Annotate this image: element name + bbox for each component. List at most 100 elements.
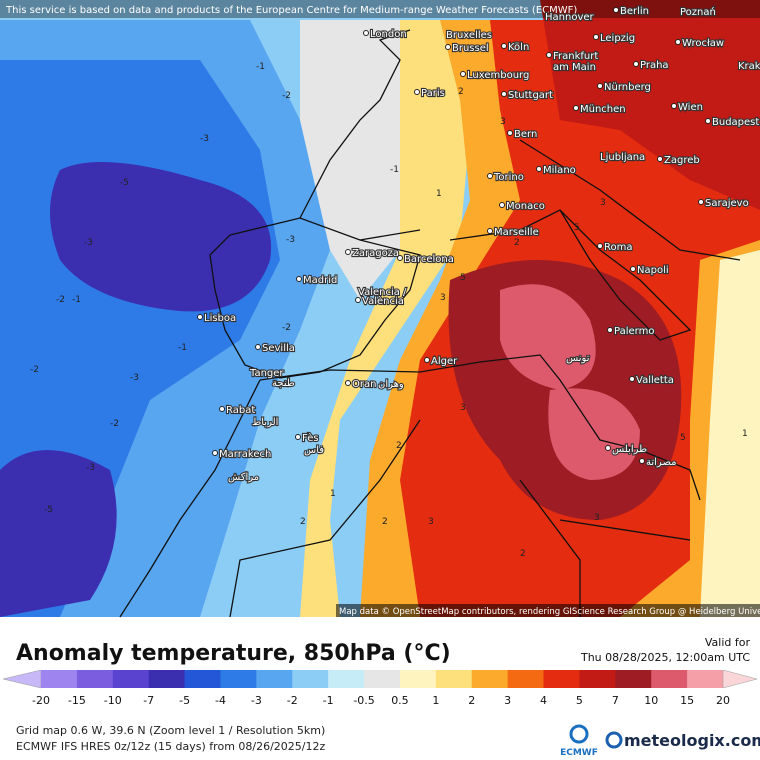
colorbar-high <box>722 669 758 689</box>
colorbar-bin <box>471 670 509 688</box>
contour-label: -5 <box>120 178 129 188</box>
contour-label: -5 <box>44 505 53 515</box>
city-label: Torino <box>493 172 524 183</box>
city-dot <box>424 357 430 363</box>
city-label: Krak <box>738 61 760 72</box>
contour-label: -3 <box>86 463 95 473</box>
city-label: Roma <box>604 242 633 253</box>
city-label: Bern <box>514 129 537 140</box>
city-label: Monaco <box>506 201 545 212</box>
field <box>548 388 640 480</box>
city-dot <box>597 243 603 249</box>
colorbar-tick-label: -1 <box>323 694 334 707</box>
city-dot <box>607 327 613 333</box>
city-label: وهران <box>378 379 404 390</box>
colorbar-tick-label: -2 <box>287 694 298 707</box>
colorbar-tick-label: 5 <box>576 694 583 707</box>
city-dot <box>212 450 218 456</box>
contour-label: -2 <box>30 365 39 375</box>
city-label: Napoli <box>637 265 669 276</box>
city-dot <box>219 406 225 412</box>
field <box>300 20 420 300</box>
contour-label: 2 <box>396 441 402 451</box>
contour-label: 3 <box>428 517 434 527</box>
colorbar-tick-label: 7 <box>612 694 619 707</box>
colorbar-bin <box>292 670 329 688</box>
city-labels: London Hannover Berlin Poznań Bruxelles Bruss… <box>197 5 760 484</box>
city-dot <box>657 156 663 162</box>
contour-label: -2 <box>110 419 119 429</box>
city-label: London <box>370 29 407 40</box>
contour-label: 1 <box>330 489 336 499</box>
contour-label: -2 <box>56 295 65 305</box>
colorbar-tick-label: -10 <box>104 694 122 707</box>
colorbar-bin <box>328 670 365 688</box>
contour-label: 2 <box>458 87 464 97</box>
city-label: Wrocław <box>682 38 724 49</box>
contour-label: 2 <box>300 517 306 527</box>
colorbar-bin <box>220 670 257 688</box>
colorbar-bin <box>148 670 186 688</box>
coastline <box>299 29 411 219</box>
city-label: Zaragoza <box>352 248 399 259</box>
city-dot <box>501 43 507 49</box>
city-label: مراكش <box>228 472 259 483</box>
coastline <box>209 217 421 379</box>
colorbar-tick-label: 10 <box>644 694 658 707</box>
colorbar-tick-label: 3 <box>504 694 511 707</box>
city-dot <box>197 314 203 320</box>
city-label: Rabat <box>226 405 255 416</box>
city-label: Barcelona <box>404 254 454 265</box>
brand[interactable]: meteologix.com <box>624 731 760 750</box>
city-label: Oran <box>352 379 376 390</box>
city-dot <box>397 255 403 261</box>
contour-label: 2 <box>514 238 520 248</box>
city-dot <box>639 458 645 464</box>
city-dot <box>295 434 301 440</box>
contour-label: 3 <box>500 117 506 127</box>
colorbar-bin <box>364 670 401 688</box>
colorbar-tick-label: 4 <box>540 694 547 707</box>
attribution-bg <box>336 604 760 617</box>
city-label: València <box>362 295 404 307</box>
banner-bg <box>0 0 760 18</box>
field <box>50 162 272 312</box>
field <box>0 450 117 617</box>
city-dot <box>546 52 552 58</box>
colorbar-bin <box>184 670 221 688</box>
city-label: Leipzig <box>600 33 635 44</box>
field <box>700 250 760 617</box>
city-label: Praha <box>640 60 669 71</box>
map: This service is based on data and produc… <box>0 0 760 618</box>
contour-label: 5 <box>460 273 466 283</box>
colorbar-tick-label: 15 <box>680 694 694 707</box>
city-dot <box>345 249 351 255</box>
colorbar-tick-label: -7 <box>143 694 154 707</box>
colorbar-bin <box>41 670 78 688</box>
city-label: Bruxelles <box>446 30 492 41</box>
city-label: الرباط <box>252 417 278 428</box>
colorbar-bin <box>651 670 688 688</box>
contour-label: 2 <box>382 517 388 527</box>
city-dot <box>414 89 420 95</box>
city-label: Brussel <box>452 43 489 54</box>
colorbar-tick-label: -4 <box>215 694 226 707</box>
colorbar-tick-label: -20 <box>32 694 50 707</box>
contour-label: 1 <box>436 189 442 199</box>
colorbar: -20 -15 -10 -7 -5 -4 -3 -2 -1 -0.5 0.5 1 2 3 4 5 7 10 15 20 <box>2 669 758 707</box>
field <box>500 284 596 390</box>
colorbar-tick-label: -5 <box>179 694 190 707</box>
contour-label: 2 <box>520 549 526 559</box>
colorbar-tick-label: -0.5 <box>353 694 374 707</box>
city-label: Marrakech <box>219 449 271 460</box>
city-dot <box>487 228 493 234</box>
valid-label: Valid for <box>705 636 751 649</box>
coastline <box>259 354 701 501</box>
colorbar-tick-label: -15 <box>68 694 86 707</box>
banner: This service is based on data and produc… <box>5 5 577 16</box>
coastline <box>119 379 261 618</box>
border <box>229 139 741 618</box>
city-label: فاس <box>304 445 324 456</box>
contour-label: -2 <box>282 323 291 333</box>
